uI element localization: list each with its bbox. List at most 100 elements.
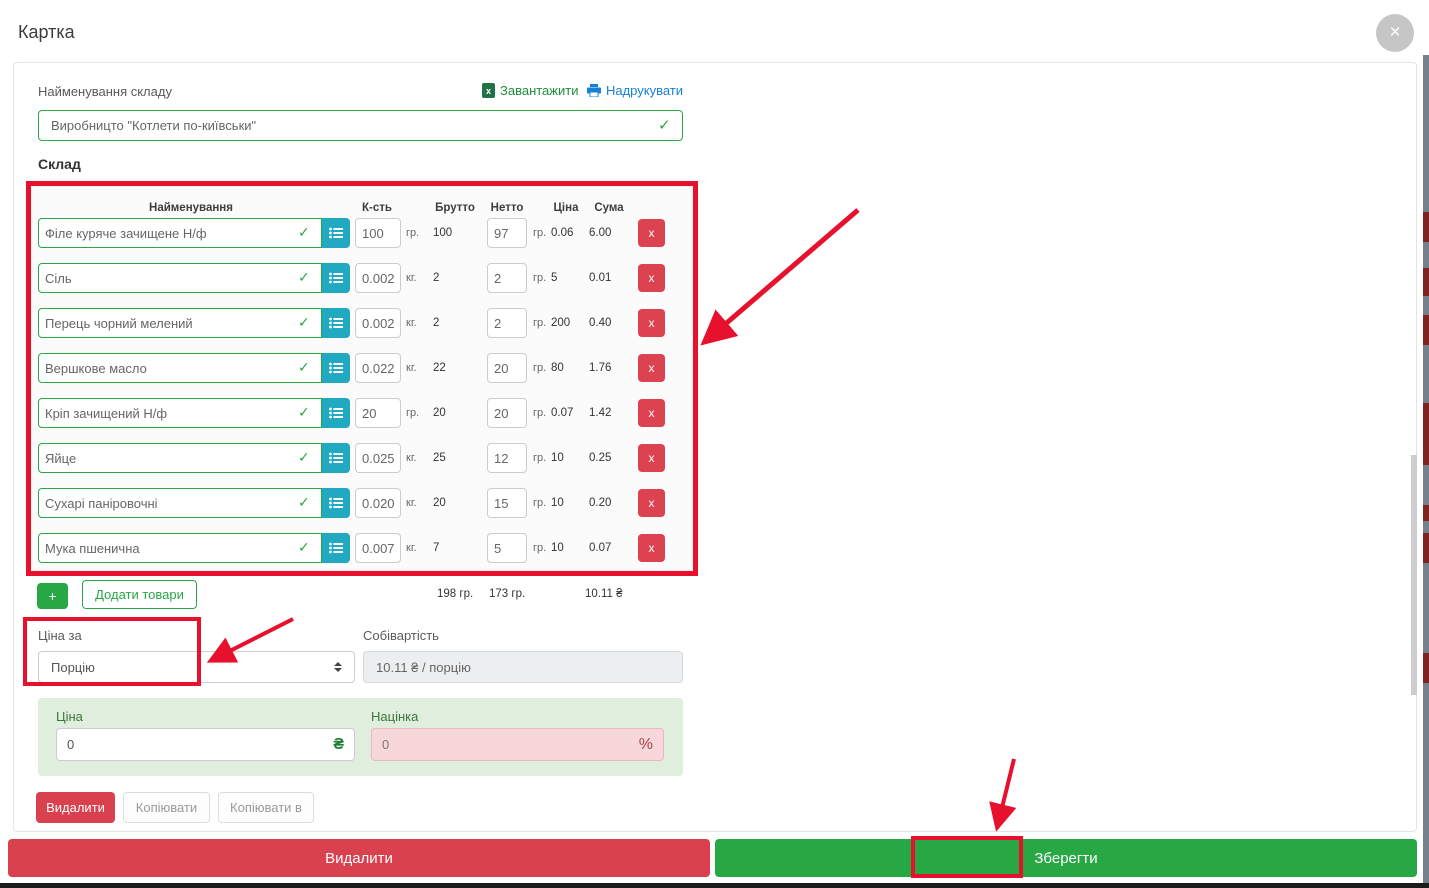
remove-row-button[interactable]: x <box>638 354 665 382</box>
list-icon <box>329 317 343 329</box>
netto-input[interactable] <box>487 218 527 248</box>
remove-row-button[interactable]: x <box>638 489 665 517</box>
total-brutto: 198 гр. <box>437 588 474 600</box>
price-label: Ціна <box>56 709 83 724</box>
select-product-button[interactable] <box>322 353 350 383</box>
price-value: 10 <box>551 452 564 464</box>
download-label: Завантажити <box>500 83 579 98</box>
remove-row-button[interactable]: x <box>638 534 665 562</box>
browser-scroll-minimap[interactable] <box>1423 55 1429 888</box>
delete-card-button[interactable]: Видалити <box>36 792 115 823</box>
copy-to-button[interactable]: Копіювати в <box>218 792 314 823</box>
valid-check-icon: ✓ <box>298 404 310 420</box>
netto-input[interactable] <box>487 398 527 428</box>
select-product-button[interactable] <box>322 263 350 293</box>
print-link[interactable]: Надрукувати <box>586 83 683 98</box>
netto-input[interactable] <box>487 353 527 383</box>
quantity-input[interactable] <box>355 398 401 428</box>
table-row: ✓ гр. 100 гр. 0.06 6.00 x <box>0 218 1429 248</box>
netto-input[interactable] <box>487 488 527 518</box>
total-sum: 10.11 ₴ <box>585 588 623 600</box>
add-row-button[interactable]: + <box>37 583 68 609</box>
sum-value: 1.76 <box>589 362 612 374</box>
table-row: ✓ гр. 20 гр. 0.07 1.42 x <box>0 398 1429 428</box>
select-product-button[interactable] <box>322 308 350 338</box>
sum-value: 0.07 <box>589 542 612 554</box>
quantity-input[interactable] <box>355 443 401 473</box>
page-title: Картка <box>18 22 75 42</box>
window-bottom-edge <box>0 883 1429 888</box>
remove-row-button[interactable]: x <box>638 264 665 292</box>
brutto-value: 2 <box>433 272 440 284</box>
quantity-unit: кг. <box>406 497 417 509</box>
brutto-value: 20 <box>433 497 446 509</box>
warehouse-name-input[interactable] <box>38 110 683 141</box>
ingredient-name-input[interactable] <box>38 533 322 563</box>
select-product-button[interactable] <box>322 488 350 518</box>
valid-check-icon: ✓ <box>298 269 310 285</box>
netto-input[interactable] <box>487 533 527 563</box>
table-row: ✓ кг. 25 гр. 10 0.25 x <box>0 443 1429 473</box>
list-icon <box>329 272 343 284</box>
netto-unit: гр. <box>533 407 547 419</box>
price-value: 200 <box>551 317 571 329</box>
remove-row-button[interactable]: x <box>638 309 665 337</box>
markup-input[interactable] <box>382 737 639 752</box>
composition-label: Склад <box>38 156 81 172</box>
warehouse-name-label: Найменування складу <box>38 84 172 99</box>
excel-icon: x <box>482 83 495 98</box>
copy-button[interactable]: Копіювати <box>123 792 210 823</box>
quantity-unit: гр. <box>406 407 420 419</box>
netto-unit: гр. <box>533 362 547 374</box>
quantity-input[interactable] <box>355 533 401 563</box>
column-header-brutto: Брутто <box>435 202 475 214</box>
remove-row-button[interactable]: x <box>638 399 665 427</box>
markup-label: Націнка <box>371 709 419 724</box>
add-products-button[interactable]: Додати товари <box>82 580 197 609</box>
remove-row-button[interactable]: x <box>638 219 665 247</box>
table-row: ✓ кг. 2 гр. 5 0.01 x <box>0 263 1429 293</box>
column-header-price: Ціна <box>553 202 579 214</box>
ingredient-name-input[interactable] <box>38 263 322 293</box>
table-row: ✓ кг. 7 гр. 10 0.07 x <box>0 533 1429 563</box>
sum-value: 1.42 <box>589 407 612 419</box>
select-product-button[interactable] <box>322 443 350 473</box>
quantity-input[interactable] <box>355 488 401 518</box>
footer-delete-button[interactable]: Видалити <box>8 839 710 877</box>
download-link[interactable]: x Завантажити <box>482 83 578 98</box>
price-per-select[interactable]: Порцію <box>38 651 355 683</box>
brutto-value: 25 <box>433 452 446 464</box>
ingredient-name-input[interactable] <box>38 218 322 248</box>
printer-icon <box>586 84 601 97</box>
close-button[interactable]: × <box>1376 14 1414 52</box>
price-value: 0.07 <box>551 407 574 419</box>
print-label: Надрукувати <box>605 83 683 98</box>
quantity-input[interactable] <box>355 353 401 383</box>
valid-check-icon: ✓ <box>298 539 310 555</box>
ingredient-name-input[interactable] <box>38 308 322 338</box>
netto-input[interactable] <box>487 443 527 473</box>
ingredient-name-input[interactable] <box>38 353 322 383</box>
ingredient-name-input[interactable] <box>38 443 322 473</box>
remove-row-button[interactable]: x <box>638 444 665 472</box>
quantity-input[interactable] <box>355 308 401 338</box>
list-icon <box>329 407 343 419</box>
ingredient-name-input[interactable] <box>38 398 322 428</box>
quantity-input[interactable] <box>355 218 401 248</box>
sum-value: 0.20 <box>589 497 612 509</box>
netto-input[interactable] <box>487 308 527 338</box>
select-product-button[interactable] <box>322 533 350 563</box>
netto-unit: гр. <box>533 497 547 509</box>
select-product-button[interactable] <box>322 398 350 428</box>
netto-input[interactable] <box>487 263 527 293</box>
quantity-input[interactable] <box>355 263 401 293</box>
scrollbar-thumb[interactable] <box>1411 455 1417 695</box>
select-product-button[interactable] <box>322 218 350 248</box>
ingredient-name-input[interactable] <box>38 488 322 518</box>
brutto-value: 22 <box>433 362 446 374</box>
footer-save-button[interactable]: Зберегти <box>715 839 1417 877</box>
price-input[interactable] <box>67 737 334 752</box>
table-row: ✓ кг. 2 гр. 200 0.40 x <box>0 308 1429 338</box>
valid-check-icon: ✓ <box>298 359 310 375</box>
valid-check-icon: ✓ <box>298 224 310 240</box>
